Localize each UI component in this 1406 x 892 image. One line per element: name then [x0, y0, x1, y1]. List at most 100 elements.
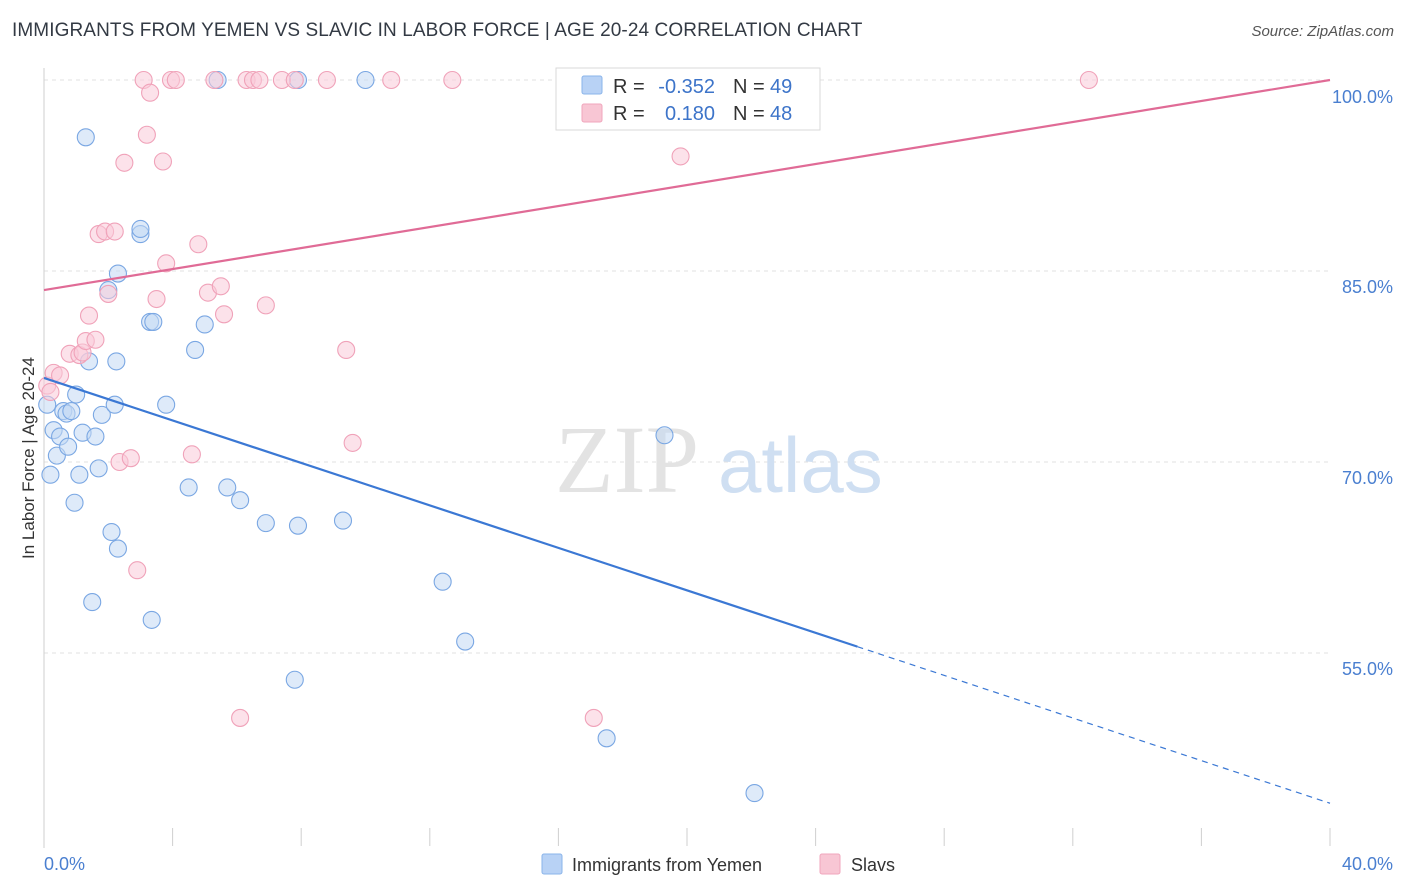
data-point — [65, 493, 84, 512]
data-point — [121, 449, 140, 468]
data-point — [137, 125, 156, 144]
data-point — [1079, 70, 1098, 90]
stat-swatch-yemen — [581, 75, 603, 95]
data-point — [288, 516, 308, 535]
legend-label-slavs[interactable]: Slavs — [851, 855, 895, 875]
data-point — [157, 395, 176, 414]
data-point — [256, 514, 275, 533]
data-point — [433, 572, 452, 591]
data-point — [144, 312, 163, 331]
stat-n-value-yemen: 49 — [770, 76, 792, 98]
series-yemen — [38, 70, 764, 803]
data-point — [186, 340, 205, 359]
data-point — [166, 70, 185, 90]
data-point — [256, 296, 275, 315]
trend-layer — [43, 78, 1331, 804]
data-point — [89, 459, 108, 478]
axes-layer: 100.0% 85.0% 70.0% 55.0% 0.0% 40.0% — [43, 68, 1393, 874]
y-tick-label: 100.0% — [1332, 87, 1393, 107]
data-point — [189, 235, 208, 254]
data-point — [41, 382, 60, 402]
data-point — [147, 289, 166, 309]
legend: Immigrants from Yemen Slavs — [541, 853, 895, 875]
data-point — [108, 539, 127, 558]
data-point — [92, 405, 111, 424]
stat-r-value-slavs: 0.180 — [665, 103, 715, 125]
data-point — [128, 561, 147, 580]
data-point — [142, 610, 161, 629]
source-label: Source: ZipAtlas.com — [1251, 23, 1394, 40]
data-point — [83, 593, 102, 612]
trend-line-yemen — [43, 376, 858, 648]
data-point — [231, 491, 250, 510]
stat-r-value-yemen: -0.352 — [658, 76, 715, 98]
data-point — [214, 305, 234, 324]
data-point — [205, 70, 224, 90]
y-tick-label: 70.0% — [1342, 468, 1393, 488]
watermark-atlas: atlas — [718, 421, 883, 509]
data-point — [157, 254, 176, 273]
points-layer — [38, 70, 1098, 803]
data-point — [76, 128, 95, 147]
watermark: ZIP atlas — [555, 406, 883, 513]
data-point — [597, 729, 616, 748]
data-point — [41, 465, 60, 484]
data-point — [250, 70, 269, 90]
stat-r-label-slavs: R = — [613, 103, 645, 125]
y-tick-label: 85.0% — [1342, 277, 1393, 297]
data-point — [231, 708, 250, 727]
data-point — [131, 219, 150, 239]
trend-line-slavs — [43, 78, 1331, 292]
trend-extension-yemen — [857, 646, 1331, 804]
stat-n-label-slavs: N = — [733, 103, 765, 125]
stats-box: R = -0.352 N = 49 R = 0.180 N = 48 — [555, 67, 821, 131]
data-point — [179, 478, 198, 497]
data-point — [745, 784, 764, 803]
grid-layer — [44, 79, 1330, 654]
legend-label-yemen[interactable]: Immigrants from Yemen — [572, 855, 762, 875]
data-point — [285, 70, 304, 90]
data-point — [337, 340, 356, 359]
y-tick-label: 55.0% — [1342, 659, 1393, 679]
data-point — [102, 522, 121, 542]
data-point — [86, 330, 105, 349]
watermark-zip: ZIP — [555, 406, 699, 513]
data-point — [456, 632, 475, 651]
legend-swatch-slavs[interactable] — [819, 853, 841, 875]
data-point — [218, 478, 237, 497]
series-slavs — [38, 70, 1098, 727]
data-point — [141, 83, 160, 102]
x-tick-label: 40.0% — [1342, 854, 1393, 874]
data-point — [285, 670, 304, 689]
stat-swatch-slavs — [581, 103, 603, 123]
legend-swatch-yemen[interactable] — [541, 853, 563, 875]
chart-title: IMMIGRANTS FROM YEMEN VS SLAVIC IN LABOR… — [12, 20, 863, 41]
data-point — [115, 153, 134, 172]
data-point — [333, 511, 353, 530]
data-point — [443, 70, 462, 90]
data-point — [211, 277, 230, 296]
data-point — [107, 352, 126, 371]
data-point — [584, 708, 603, 727]
data-point — [99, 284, 118, 303]
data-point — [86, 427, 105, 446]
y-axis-label: In Labor Force | Age 20-24 — [19, 357, 38, 559]
stat-n-value-slavs: 48 — [770, 103, 792, 125]
data-point — [356, 70, 375, 90]
data-point — [70, 465, 89, 484]
data-point — [182, 445, 201, 464]
data-point — [79, 306, 99, 325]
x-tick-label: 0.0% — [44, 854, 85, 874]
stat-n-label-yemen: N = — [733, 76, 765, 98]
data-point — [195, 315, 214, 334]
data-point — [655, 426, 674, 445]
data-point — [343, 433, 362, 452]
data-point — [317, 70, 336, 90]
data-point — [382, 70, 401, 90]
data-point — [59, 437, 78, 456]
data-point — [62, 402, 81, 421]
stat-r-label-yemen: R = — [613, 76, 645, 98]
data-point — [671, 147, 690, 166]
data-point — [105, 222, 124, 241]
